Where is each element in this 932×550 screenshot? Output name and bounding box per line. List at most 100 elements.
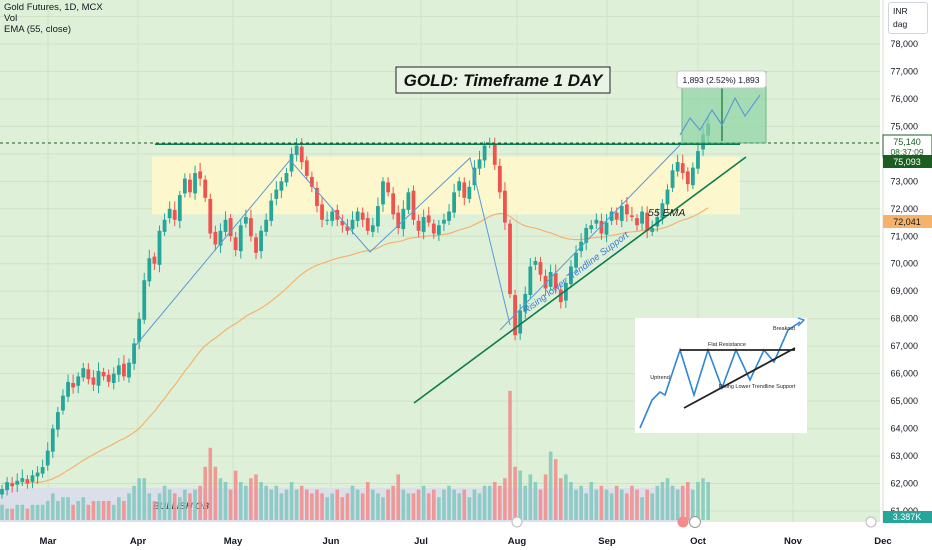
candle-body — [279, 181, 284, 191]
candle-body — [50, 428, 55, 452]
candle-body — [96, 370, 101, 386]
volume-bar — [553, 459, 558, 520]
volume-bar — [589, 482, 594, 520]
candle-body — [299, 146, 304, 163]
volume-bar — [508, 390, 512, 520]
volume-bar — [604, 489, 609, 520]
volume-bar — [635, 489, 639, 520]
candle-body — [675, 162, 680, 172]
volume-bar — [45, 501, 50, 520]
candle-body — [238, 225, 243, 252]
volume-bar — [457, 493, 461, 520]
volume-bar — [310, 493, 314, 520]
volume-bar — [411, 493, 416, 520]
volume-bar — [325, 497, 329, 520]
candle-body — [304, 160, 309, 176]
candle-body — [401, 208, 406, 230]
candle-body — [91, 377, 96, 385]
candle-body — [111, 373, 116, 383]
symbol-title[interactable]: Gold Futures, 1D, MCX — [4, 2, 103, 13]
candle-body — [426, 215, 431, 223]
y-tick-label: 75,000 — [890, 121, 918, 131]
overlay-title-box — [395, 66, 611, 94]
candle-body — [127, 362, 131, 378]
volume-tag: 3.387K — [893, 512, 922, 522]
volume-bar — [117, 497, 121, 520]
candle-body — [71, 382, 76, 388]
volume-bar — [538, 489, 543, 520]
candle-body — [396, 212, 401, 229]
candle-body — [645, 212, 650, 231]
volume-bar — [132, 485, 136, 520]
volume-bar — [238, 482, 243, 520]
y-tick-label: 62,000 — [890, 479, 918, 489]
candle-body — [558, 289, 563, 303]
volume-bar — [559, 478, 563, 520]
volume-tag-bg — [883, 511, 932, 523]
candle-body — [284, 173, 289, 183]
candle-body — [122, 363, 126, 377]
candle-body — [30, 475, 35, 482]
candle-body — [35, 472, 40, 477]
candle-body — [670, 170, 675, 188]
currency-unit: dag — [893, 19, 908, 29]
volume-bar — [396, 474, 401, 520]
y-tick-label: 76,000 — [890, 94, 918, 104]
candle-body — [376, 206, 380, 227]
candle-body — [442, 219, 446, 224]
x-tick-label: Oct — [690, 536, 707, 547]
candle-body — [203, 179, 208, 198]
level-price-tag: 75,093 — [893, 157, 921, 167]
candle-body — [416, 220, 421, 231]
volume-bar — [655, 485, 660, 520]
ema-label[interactable]: EMA (55, close) — [4, 24, 72, 35]
candle-body — [15, 480, 20, 485]
volume-bar — [518, 470, 522, 520]
candle-body — [106, 374, 111, 382]
candle-body — [55, 412, 60, 430]
x-tick-label: Dec — [874, 536, 891, 547]
inset-support — [683, 347, 796, 409]
candle-body — [492, 143, 497, 165]
volume-bar — [386, 489, 390, 520]
overlay-title: GOLD: Timeframe 1 DAY — [404, 71, 604, 90]
candle-body — [614, 212, 619, 220]
candle-body — [40, 467, 45, 474]
volume-bar — [335, 489, 340, 520]
volume-bar — [157, 493, 162, 520]
candle-body — [223, 219, 228, 232]
volume-bar — [172, 493, 177, 520]
candle-body — [660, 203, 665, 219]
volume-bar — [442, 489, 446, 520]
volume-bar — [35, 504, 40, 520]
candle-body — [487, 142, 492, 144]
candle-body — [142, 280, 147, 320]
volume-label[interactable]: Vol — [4, 13, 18, 24]
candle-body — [330, 211, 335, 221]
candle-body — [497, 165, 502, 193]
volume-bar — [91, 501, 96, 520]
currency-box[interactable]: INR dag — [888, 2, 928, 34]
candle-body — [477, 159, 482, 169]
volume-bar — [279, 493, 284, 520]
candle-body — [528, 266, 533, 296]
volume-bar — [96, 501, 101, 520]
volume-bar — [20, 504, 25, 520]
y-tick-label: 64,000 — [890, 424, 918, 434]
candle-body — [320, 204, 324, 220]
volume-bar — [528, 474, 533, 520]
channel-line — [499, 144, 681, 331]
volume-bar — [492, 482, 497, 520]
volume-bar — [213, 466, 218, 520]
x-tick-label: Jul — [414, 536, 428, 547]
volume-bar — [167, 489, 172, 520]
volume-bar — [5, 508, 9, 520]
candle-body — [665, 189, 670, 205]
volume-bar — [61, 497, 65, 520]
candle-body — [289, 153, 294, 172]
volume-bar — [401, 489, 406, 520]
volume-bar — [406, 493, 411, 520]
volume-bar — [472, 489, 477, 520]
